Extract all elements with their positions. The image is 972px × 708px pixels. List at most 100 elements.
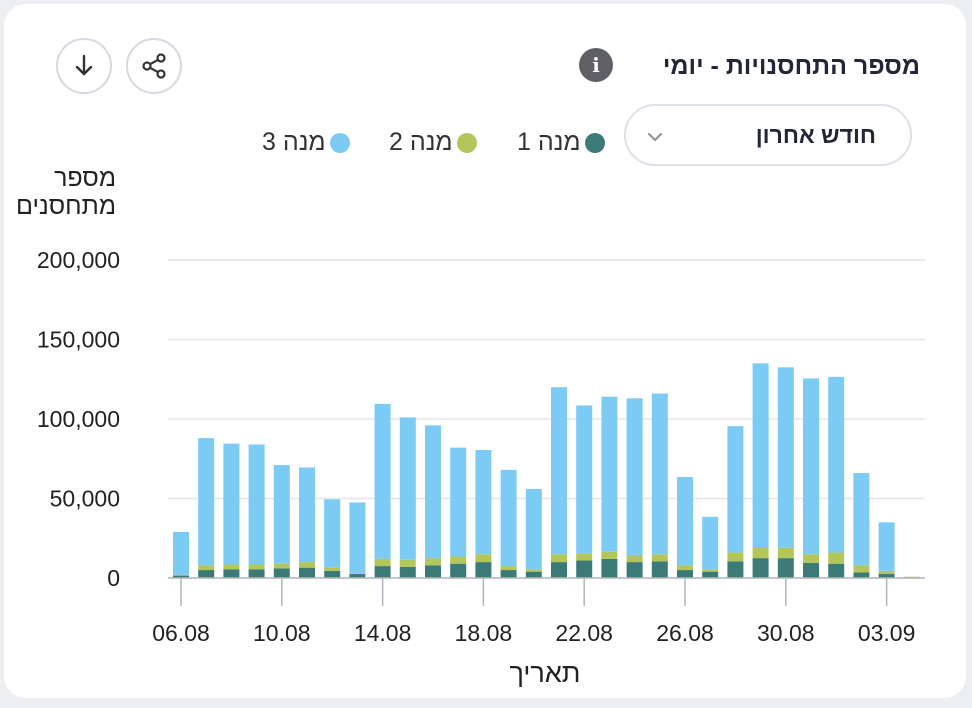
period-dropdown[interactable]: חודש אחרון bbox=[624, 104, 912, 166]
bar-segment-dose1[interactable] bbox=[576, 560, 593, 578]
bar-segment-dose3[interactable] bbox=[576, 405, 593, 554]
bar-segment-dose3[interactable] bbox=[828, 376, 845, 553]
bar-segment-dose1[interactable] bbox=[551, 562, 567, 578]
bar-segment-dose3[interactable] bbox=[551, 387, 567, 555]
bar-segment-dose3[interactable] bbox=[349, 502, 366, 574]
bar-segment-dose2[interactable] bbox=[299, 562, 315, 568]
bar-segment-dose1[interactable] bbox=[223, 569, 240, 578]
share-button[interactable] bbox=[126, 38, 182, 94]
bar-segment-dose3[interactable] bbox=[702, 516, 719, 570]
bar-segment-dose1[interactable] bbox=[651, 561, 668, 578]
bar-segment-dose2[interactable] bbox=[878, 570, 895, 575]
bar-segment-dose3[interactable] bbox=[399, 417, 416, 560]
bar-segment-dose1[interactable] bbox=[349, 574, 366, 578]
bar-segment-dose1[interactable] bbox=[727, 561, 744, 578]
bar-segment-dose1[interactable] bbox=[853, 572, 870, 578]
bar-segment-dose2[interactable] bbox=[223, 564, 240, 570]
bar-segment-dose2[interactable] bbox=[677, 565, 693, 571]
bar-segment-dose1[interactable] bbox=[399, 566, 416, 578]
bar-segment-dose2[interactable] bbox=[500, 566, 517, 571]
bar-segment-dose3[interactable] bbox=[273, 465, 290, 564]
x-tick-label: 30.08 bbox=[757, 620, 815, 646]
bar-segment-dose2[interactable] bbox=[399, 559, 416, 567]
bar-segment-dose1[interactable] bbox=[173, 575, 189, 578]
bar-segment-dose1[interactable] bbox=[777, 558, 794, 578]
bar-segment-dose1[interactable] bbox=[803, 562, 819, 578]
bar-segment-dose2[interactable] bbox=[777, 547, 794, 559]
bar-segment-dose2[interactable] bbox=[324, 567, 341, 571]
bar-segment-dose1[interactable] bbox=[374, 566, 391, 578]
bar-segment-dose3[interactable] bbox=[500, 469, 517, 567]
bar-segment-dose3[interactable] bbox=[299, 467, 315, 563]
bar-segment-dose2[interactable] bbox=[702, 569, 719, 572]
bar-segment-dose3[interactable] bbox=[626, 398, 643, 555]
bar-segment-dose3[interactable] bbox=[727, 426, 744, 553]
bar-segment-dose2[interactable] bbox=[651, 554, 668, 562]
info-icon[interactable]: i bbox=[579, 48, 613, 82]
bar-segment-dose2[interactable] bbox=[475, 554, 492, 563]
bar-segment-dose3[interactable] bbox=[777, 367, 794, 548]
bar-segment-dose1[interactable] bbox=[248, 569, 265, 578]
bar-segment-dose1[interactable] bbox=[450, 563, 467, 578]
bar-segment-dose2[interactable] bbox=[853, 565, 870, 573]
legend-item-dose1[interactable]: מנה 1 bbox=[517, 128, 605, 157]
legend-item-dose3[interactable]: מנה 3 bbox=[262, 128, 350, 157]
bar-segment-dose1[interactable] bbox=[878, 574, 895, 578]
bar-segment-dose1[interactable] bbox=[500, 570, 517, 578]
bar-segment-dose1[interactable] bbox=[324, 570, 341, 578]
legend-dot-dose1 bbox=[584, 132, 605, 153]
bar-segment-dose2[interactable] bbox=[601, 551, 618, 559]
bar-segment-dose3[interactable] bbox=[677, 477, 693, 566]
bar-segment-dose3[interactable] bbox=[525, 488, 542, 570]
bar-segment-dose3[interactable] bbox=[853, 473, 870, 566]
bar-segment-dose1[interactable] bbox=[475, 562, 492, 578]
bar-segment-dose2[interactable] bbox=[576, 553, 593, 561]
bar-segment-dose2[interactable] bbox=[450, 556, 467, 564]
legend-dot-dose3 bbox=[329, 132, 350, 153]
bar-segment-dose1[interactable] bbox=[425, 565, 441, 578]
period-dropdown-value: חודש אחרון bbox=[755, 122, 876, 148]
bar-segment-dose2[interactable] bbox=[727, 552, 744, 562]
bar-segment-dose3[interactable] bbox=[425, 425, 441, 559]
download-button[interactable] bbox=[56, 38, 112, 94]
bar-segment-dose2[interactable] bbox=[273, 563, 290, 569]
bar-segment-dose3[interactable] bbox=[374, 403, 391, 559]
bar-segment-dose3[interactable] bbox=[752, 363, 769, 547]
bar-segment-dose3[interactable] bbox=[450, 447, 467, 557]
bar-segment-dose3[interactable] bbox=[803, 378, 819, 555]
bar-segment-dose2[interactable] bbox=[752, 546, 769, 559]
bar-segment-dose3[interactable] bbox=[878, 522, 895, 571]
x-tick-label: 14.08 bbox=[354, 620, 412, 646]
bar-segment-dose2[interactable] bbox=[525, 569, 542, 572]
bar-segment-dose3[interactable] bbox=[475, 450, 492, 555]
bar-segment-dose2[interactable] bbox=[551, 554, 567, 563]
bar-segment-dose1[interactable] bbox=[702, 571, 719, 578]
bar-segment-dose2[interactable] bbox=[425, 558, 441, 566]
bar-segment-dose3[interactable] bbox=[324, 499, 341, 568]
bar-segment-dose2[interactable] bbox=[349, 573, 366, 575]
bar-segment-dose1[interactable] bbox=[198, 570, 215, 578]
bar-segment-dose3[interactable] bbox=[173, 531, 189, 575]
bar-segment-dose1[interactable] bbox=[299, 567, 315, 578]
bar-segment-dose2[interactable] bbox=[173, 574, 189, 576]
bar-segment-dose2[interactable] bbox=[248, 564, 265, 570]
bar-segment-dose2[interactable] bbox=[626, 554, 643, 563]
bar-segment-dose1[interactable] bbox=[828, 563, 845, 578]
bar-segment-dose3[interactable] bbox=[651, 393, 668, 555]
bar-segment-dose3[interactable] bbox=[198, 438, 215, 566]
bar-segment-dose2[interactable] bbox=[374, 558, 391, 567]
bar-segment-dose1[interactable] bbox=[273, 568, 290, 578]
bar-segment-dose2[interactable] bbox=[803, 554, 819, 563]
bar-segment-dose2[interactable] bbox=[198, 565, 215, 571]
bar-segment-dose3[interactable] bbox=[601, 396, 618, 552]
bar-segment-dose3[interactable] bbox=[223, 443, 240, 565]
bar-segment-dose1[interactable] bbox=[601, 558, 618, 578]
bar-segment-dose3[interactable] bbox=[248, 444, 265, 565]
bar-segment-dose1[interactable] bbox=[752, 558, 769, 578]
bar-segment-dose1[interactable] bbox=[525, 571, 542, 578]
bar-segment-dose2[interactable] bbox=[828, 552, 845, 564]
legend-item-dose2[interactable]: מנה 2 bbox=[389, 128, 477, 157]
bar-segment-dose1[interactable] bbox=[677, 570, 693, 578]
bar-segment-dose1[interactable] bbox=[626, 562, 643, 578]
